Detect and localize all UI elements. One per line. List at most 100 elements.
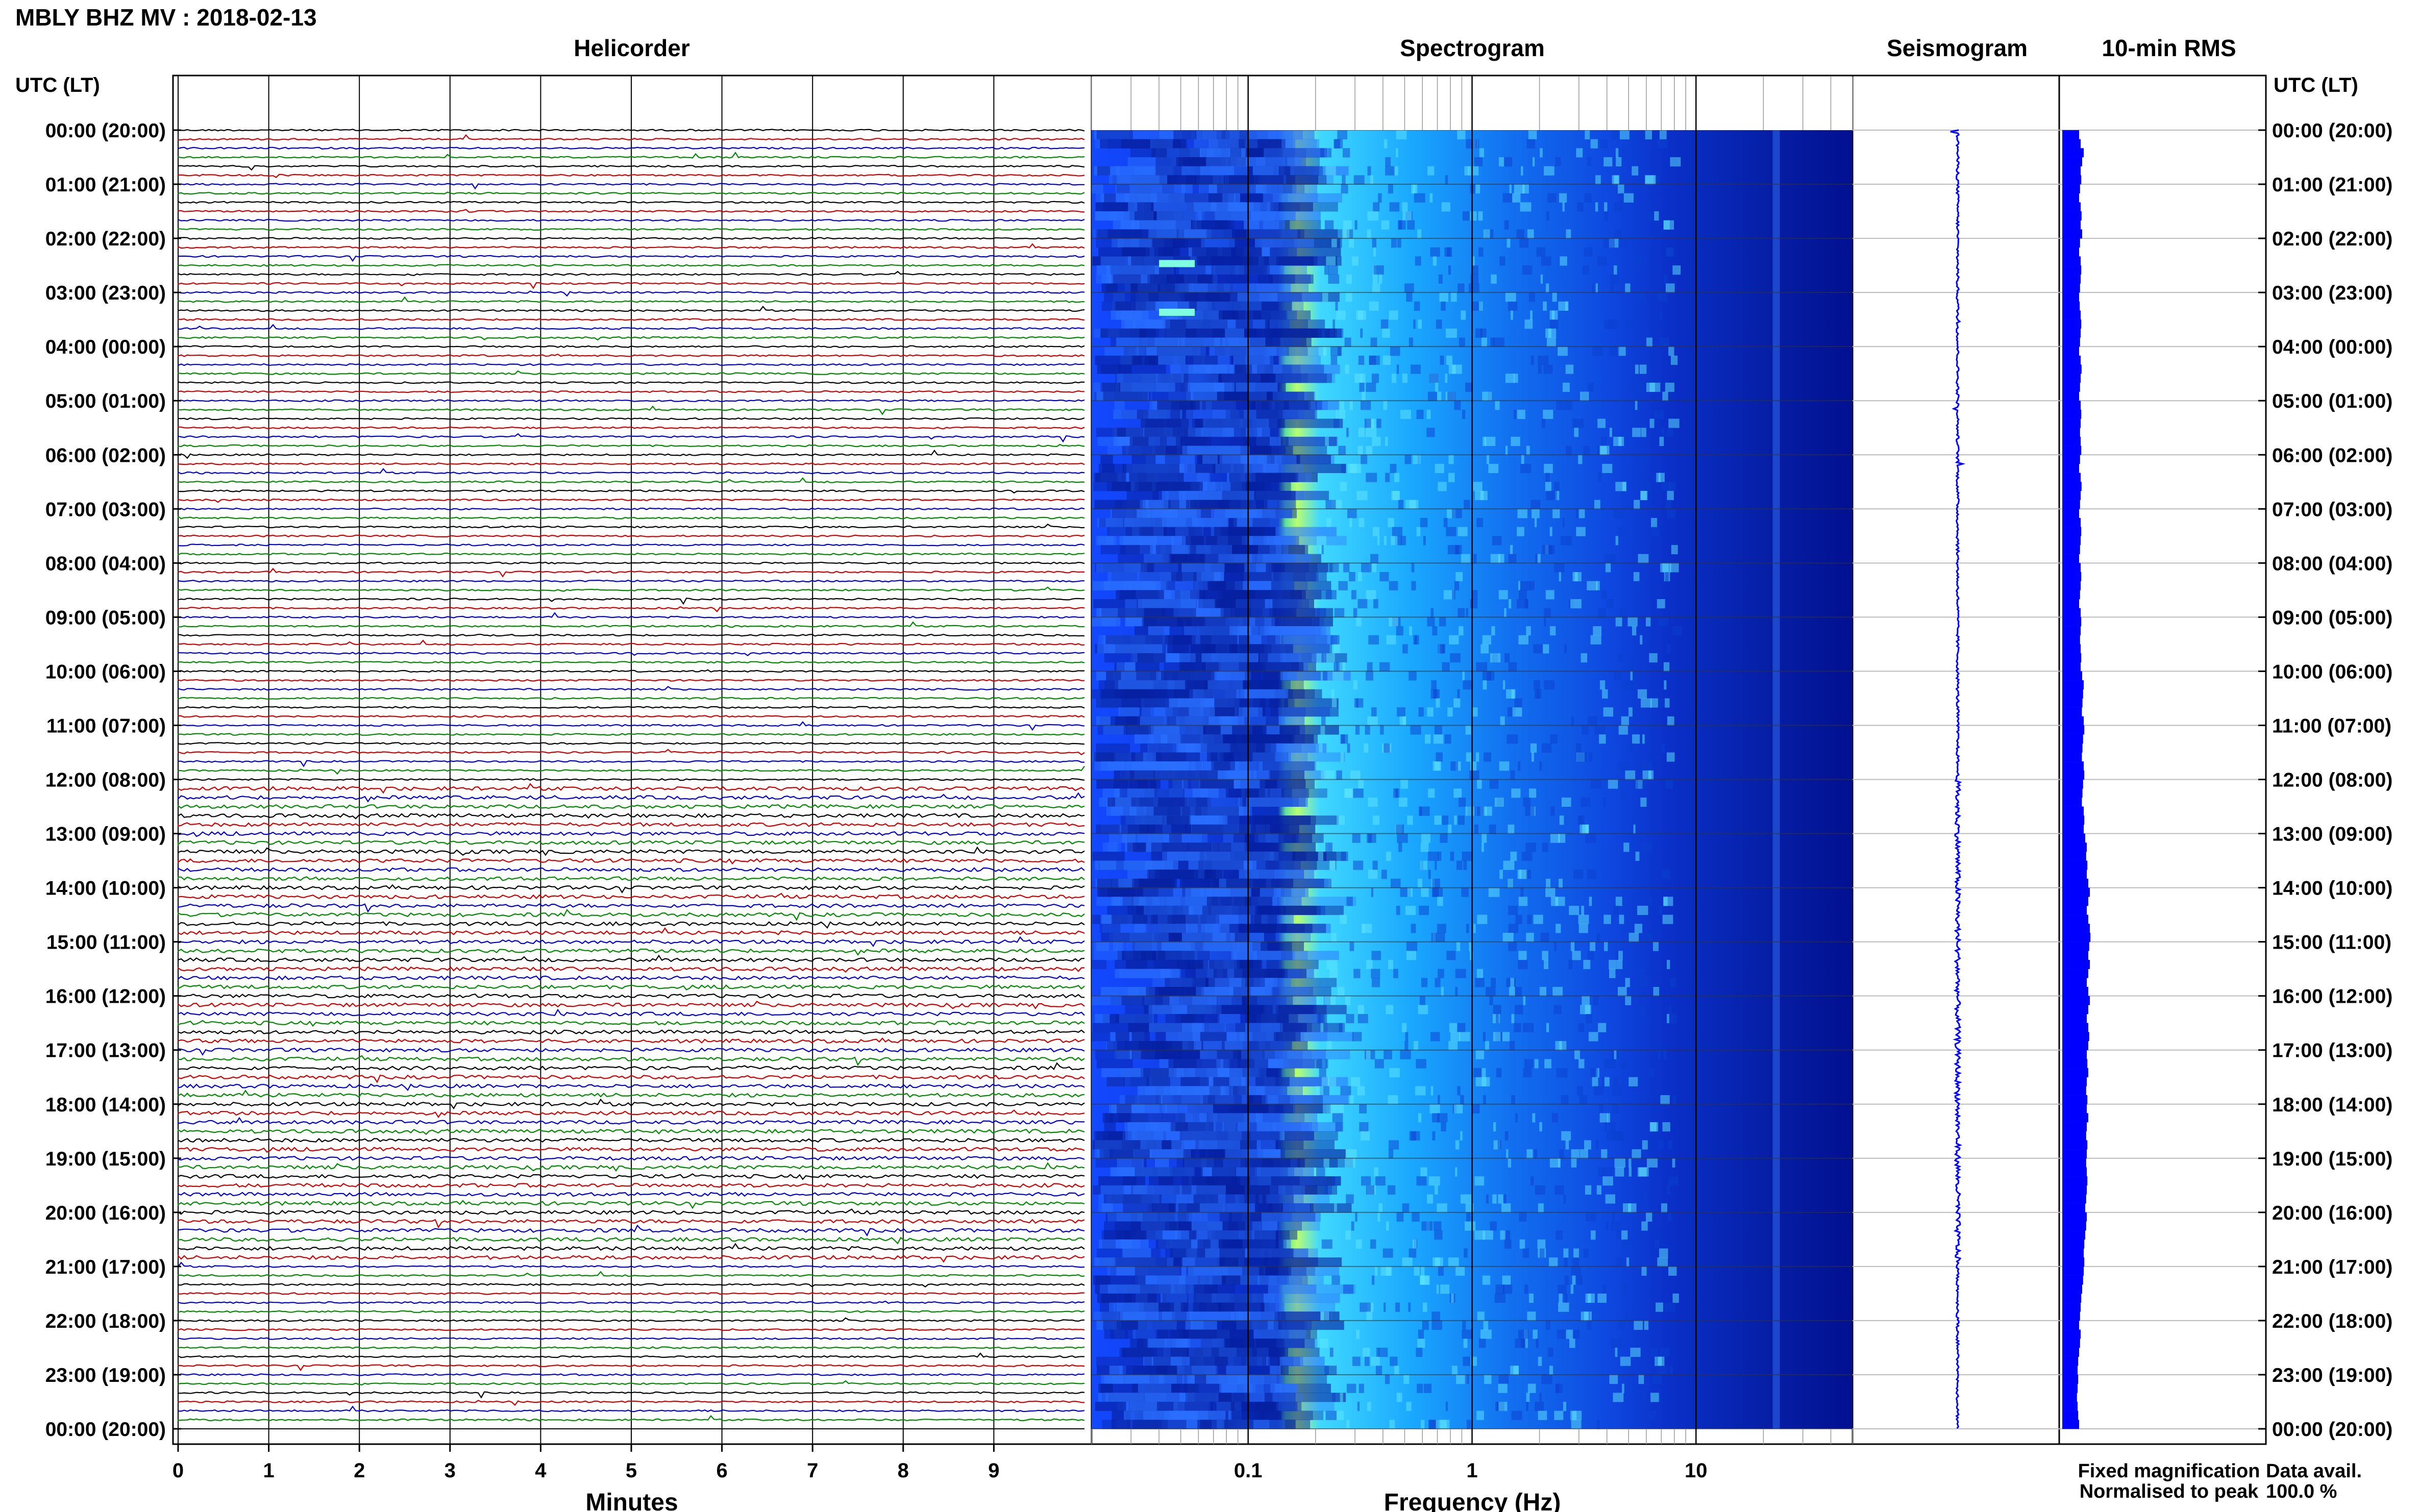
spectrogram-cell [1165, 554, 1194, 563]
spectrogram-cell [1440, 1284, 1450, 1294]
spectrogram-cell [1622, 482, 1626, 491]
spectrogram-cell [1203, 1095, 1215, 1105]
spectrogram-cell [1270, 436, 1281, 447]
spectrogram-cell [1525, 806, 1535, 816]
spectrogram-cell [1263, 193, 1288, 203]
spectrogram-cell [1188, 364, 1233, 374]
spectrogram-cell [1258, 761, 1317, 771]
spectrogram-cell [1406, 1401, 1412, 1411]
left-time-label: 03:00 (23:00) [45, 282, 166, 304]
spectrogram-cell [1632, 428, 1641, 437]
spectrogram-cell [1595, 175, 1601, 185]
spectrogram-cell [1370, 1239, 1376, 1249]
spectrogram-cell [1167, 734, 1236, 744]
spectrogram-cell [1527, 229, 1534, 239]
spectrogram-cell [1482, 1275, 1491, 1285]
spectrogram-cell [1254, 914, 1277, 924]
spectrogram-cell [1239, 635, 1249, 645]
spectrogram-cell [1151, 860, 1165, 870]
spectrogram-cell [1623, 842, 1630, 852]
spectrogram-cell [1559, 1293, 1563, 1303]
spectrogram-cell [1458, 1023, 1466, 1032]
spectrogram-cell [1657, 1257, 1668, 1267]
spectrogram-cell [1179, 265, 1230, 275]
spectrogram-cell [1278, 355, 1321, 365]
spectrogram-cell [1628, 1167, 1632, 1177]
spectrogram-cell [1464, 1248, 1468, 1258]
spectrogram-cell [1528, 1293, 1534, 1303]
rms-bar [2062, 951, 2088, 960]
spectrogram-cell [1409, 671, 1417, 681]
spectrogram-cell [1279, 860, 1301, 870]
spectrogram-cell [1420, 842, 1429, 852]
spectrogram-cell [1352, 1032, 1362, 1042]
spectrogram-cell [1125, 544, 1157, 555]
spectrogram-cell [1633, 572, 1640, 582]
spectrogram-cell [1230, 148, 1242, 158]
spectrogram-cell [1134, 734, 1181, 744]
spectrogram-cell [1641, 698, 1652, 708]
spectrogram-cell [1198, 211, 1261, 221]
spectrogram-cell [1472, 707, 1478, 717]
spectrogram-cell [1483, 680, 1487, 690]
spectrogram-cell [1190, 1356, 1228, 1366]
spectrogram-cell [1271, 1176, 1336, 1186]
spectrogram-cell [1190, 544, 1251, 555]
spectrogram-cell [1283, 401, 1317, 410]
spectrogram-cell [1629, 382, 1640, 392]
spectrogram-cell [1438, 644, 1445, 654]
spectrogram-cell [1366, 959, 1373, 970]
spectrogram-cell [1129, 779, 1156, 789]
spectrogram-cell [1554, 563, 1565, 573]
spectrogram-cell [1590, 1230, 1596, 1240]
spectrogram-cell [1175, 436, 1212, 447]
spectrogram-cell [1537, 1239, 1546, 1249]
spectrogram-cell [1214, 761, 1236, 771]
spectrogram-cell [1187, 797, 1240, 807]
spectrogram-cell [1357, 572, 1363, 582]
spectrogram-cell [1648, 1410, 1657, 1420]
rms-bar [2062, 500, 2080, 509]
spectrogram-cell [1390, 346, 1400, 356]
spectrogram-cell [1484, 436, 1496, 447]
rms-bar [2062, 572, 2082, 581]
spectrogram-cell [1471, 256, 1475, 266]
spectrogram-cell [1640, 635, 1643, 645]
spectrogram-cell [1356, 1329, 1360, 1339]
spectrogram-cell [1520, 887, 1524, 897]
spectrogram-cell [1458, 283, 1465, 293]
spectrogram-cell [1470, 761, 1477, 771]
spectrogram-cell [1427, 1194, 1434, 1204]
spectrogram-cell [1164, 1339, 1188, 1348]
spectrogram-cell [1285, 752, 1345, 762]
spectrogram-cell [1135, 346, 1206, 356]
spectrogram-cell [1411, 581, 1416, 590]
spectrogram-cell [1509, 986, 1515, 997]
spectrogram-cell [1624, 319, 1633, 329]
spectrogram-cell [1184, 490, 1254, 501]
spectrogram-cell [1200, 1032, 1227, 1042]
spectrogram-cell [1572, 418, 1584, 428]
spectrogram-cell [1642, 761, 1653, 771]
rms-bar [2062, 1014, 2087, 1023]
spectrogram-cell [1372, 436, 1381, 447]
rms-bar [2062, 428, 2080, 437]
spectrogram-cell [1560, 256, 1567, 266]
spectrogram-cell [1489, 779, 1499, 789]
spectrogram-cell [1386, 1221, 1389, 1231]
spectrogram-cell [1518, 1329, 1529, 1339]
spectrogram-cell [1585, 833, 1596, 843]
spectrogram-cell [1278, 707, 1306, 717]
helicorder-x-tick-label: 7 [807, 1459, 818, 1482]
spectrogram-cell [1316, 1086, 1324, 1096]
spectrogram-cell [1464, 166, 1470, 176]
spectrogram-cell [1228, 337, 1251, 347]
spectrogram-cell [1411, 924, 1416, 933]
spectrogram-cell [1660, 1095, 1670, 1105]
spectrogram-cell [1664, 274, 1668, 284]
rms-bar [2062, 617, 2082, 627]
left-time-label: 08:00 (04:00) [45, 553, 166, 575]
spectrogram-cell [1644, 1194, 1647, 1204]
spectrogram-cell [1373, 265, 1384, 275]
spectrogram-cell [1127, 1122, 1170, 1132]
